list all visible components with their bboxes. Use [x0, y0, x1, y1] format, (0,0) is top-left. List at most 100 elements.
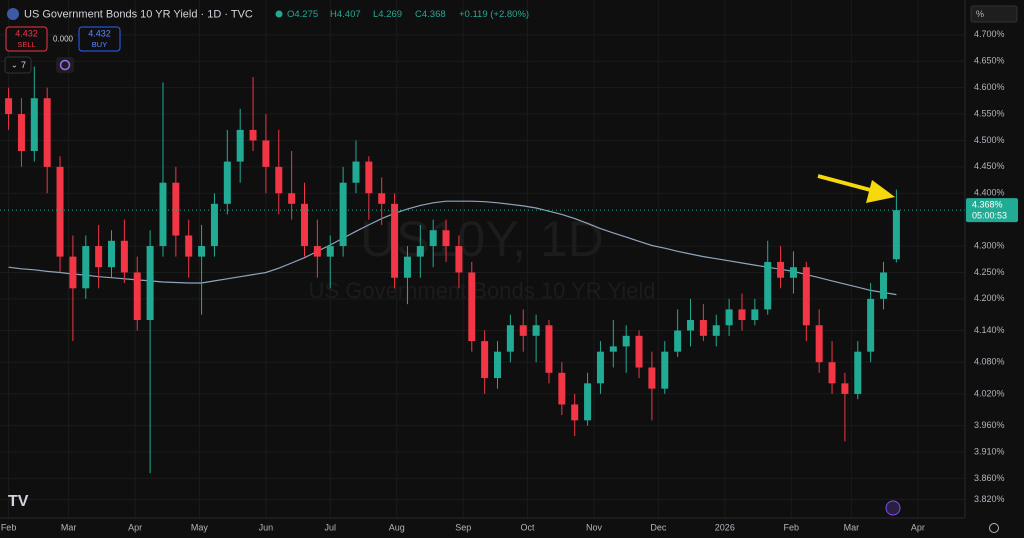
candle	[275, 129, 283, 215]
candle-body	[5, 98, 13, 115]
sell-box[interactable]	[5, 26, 48, 52]
candle-body	[223, 161, 231, 204]
x-tick-label: Oct	[521, 522, 536, 532]
x-tick-label: Mar	[61, 522, 77, 532]
y-tick-label: 4.080%	[974, 357, 1005, 367]
buy-price: 4.432	[88, 28, 111, 38]
y-tick-label: 4.550%	[974, 108, 1005, 118]
annotation-arrow	[817, 174, 895, 203]
candle	[880, 261, 888, 310]
plot-area	[0, 66, 965, 474]
y-tick-label: 3.860%	[974, 473, 1005, 483]
candle	[326, 235, 334, 289]
y-tick-label: 4.140%	[974, 325, 1005, 335]
candle	[133, 256, 141, 331]
candle-body	[712, 325, 720, 336]
candle-body	[236, 129, 244, 162]
y-tick-label: 3.960%	[974, 420, 1005, 430]
sell-label: SELL	[17, 40, 35, 49]
candle	[313, 219, 321, 278]
candle-body	[120, 240, 128, 273]
close-value: C4.368	[415, 9, 446, 20]
candle-body	[198, 246, 206, 257]
candle-body	[416, 246, 424, 257]
candle-body	[519, 325, 527, 336]
y-tick-label: 4.300%	[974, 240, 1005, 250]
candle-body	[635, 335, 643, 368]
candle-body	[288, 193, 296, 204]
arrow-shaft	[817, 174, 879, 194]
sync-button[interactable]	[56, 57, 74, 73]
x-tick-label: Feb	[784, 522, 800, 532]
candle	[288, 151, 296, 220]
candle	[210, 193, 218, 257]
y-tick-label: 4.450%	[974, 161, 1005, 171]
candle-body	[69, 256, 77, 289]
candle-body	[532, 325, 540, 336]
buy-box[interactable]	[78, 26, 121, 52]
candle	[352, 140, 360, 194]
candle	[468, 261, 476, 352]
x-tick-label: Aug	[389, 522, 405, 532]
candle-body	[159, 182, 167, 247]
candle	[339, 166, 347, 257]
candle	[712, 314, 720, 347]
candle	[442, 219, 450, 262]
x-tick-label: Jun	[259, 522, 274, 532]
candle-body	[815, 325, 823, 363]
candle	[674, 309, 682, 357]
y-tick-label: 4.400%	[974, 188, 1005, 198]
candle-body	[854, 351, 862, 394]
flag-icon	[7, 8, 19, 20]
candle-body	[365, 161, 373, 194]
chevron: ⌄	[11, 61, 18, 70]
candle-body	[262, 140, 270, 167]
candle-body	[455, 246, 463, 273]
candle	[95, 224, 103, 289]
candle-body	[17, 114, 25, 152]
x-tick-label: Nov	[586, 522, 603, 532]
indicators-box[interactable]	[4, 56, 32, 74]
indicators-toggle[interactable]: ⌄ 7	[4, 56, 74, 74]
candle-body	[687, 319, 695, 331]
lightning-button[interactable]	[885, 500, 901, 516]
candle	[841, 372, 849, 442]
candle	[56, 156, 64, 273]
sell-button[interactable]: 4.432 SELL	[5, 26, 48, 52]
candle	[725, 298, 733, 336]
y-tick-label: 4.700%	[974, 29, 1005, 39]
y-tick-label: 3.820%	[974, 494, 1005, 504]
candle-body	[301, 203, 309, 247]
candle-body	[545, 325, 553, 373]
buy-button[interactable]: 4.432 BUY	[78, 26, 121, 52]
moving-average-line	[8, 200, 897, 296]
candle	[687, 298, 695, 347]
candle	[43, 87, 51, 194]
indicator-count: 7	[21, 60, 26, 70]
candle-body	[391, 203, 399, 278]
candle-body	[326, 246, 334, 257]
candle-body	[275, 166, 283, 194]
candle-body	[764, 261, 772, 310]
x-axis: Feb Mar Apr May Jun Jul Aug Sep Oct Nov Dec 2026 Feb…	[1, 522, 925, 532]
candle	[622, 325, 630, 373]
candle	[648, 351, 656, 421]
candle	[5, 87, 13, 130]
candle-body	[82, 246, 90, 289]
candle	[609, 319, 617, 368]
candle	[661, 341, 669, 394]
candle-body	[661, 351, 669, 389]
candle	[584, 372, 592, 426]
settings-icon[interactable]	[989, 523, 999, 533]
candle-body	[558, 372, 566, 405]
candle	[828, 341, 836, 394]
candle-body	[506, 325, 514, 352]
candle	[815, 309, 823, 373]
unit-box[interactable]	[970, 5, 1018, 23]
x-tick-label: Jul	[324, 522, 336, 532]
countdown: 05:00:53	[972, 211, 1007, 221]
candle-body	[841, 383, 849, 394]
candle-body	[481, 341, 489, 379]
